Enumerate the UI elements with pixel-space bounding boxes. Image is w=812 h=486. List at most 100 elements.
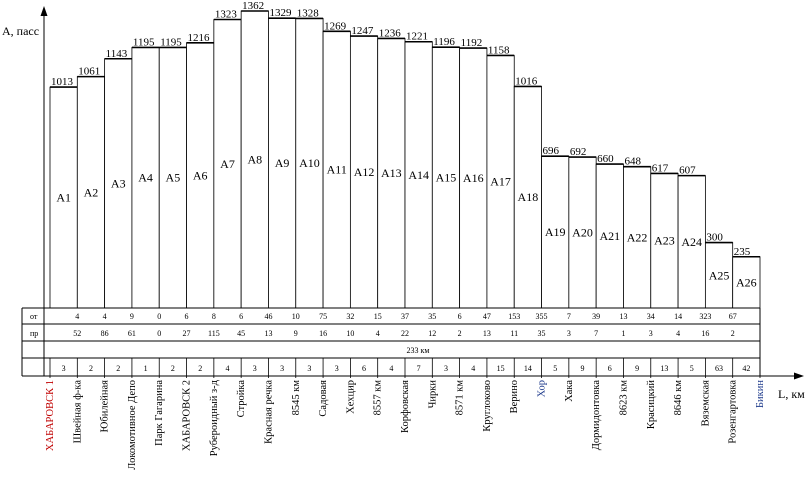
distance-cell: 9	[635, 364, 639, 373]
boarding-cell: 37	[401, 312, 409, 321]
boarding-cell: 67	[729, 312, 737, 321]
boarding-cell: 6	[458, 312, 462, 321]
distance-cell: 3	[253, 364, 257, 373]
bar-category-label: A12	[354, 165, 375, 179]
bar-category-label: A15	[436, 171, 457, 185]
bar-category-label: A6	[193, 168, 208, 182]
bar-category-label: A13	[381, 166, 402, 180]
distance-cell: 9	[581, 364, 585, 373]
distance-cell: 3	[280, 364, 284, 373]
row-label-alighting: пр	[30, 329, 38, 338]
bar-value-label: 1269	[324, 20, 347, 32]
bar-category-label: A20	[572, 226, 593, 240]
alighting-cell: 13	[264, 329, 272, 338]
boarding-cell: 6	[239, 312, 243, 321]
alighting-cell: 27	[183, 329, 191, 338]
station-labels: ХАБАРОВСК 1 Швейная ф-ка Юбилейная Локомоти…	[45, 379, 766, 469]
boarding-cell: 14	[674, 312, 682, 321]
boarding-cell: 153	[508, 312, 520, 321]
bar-value-label: 617	[652, 162, 669, 174]
station-label: Красицкий	[646, 380, 657, 430]
bar-value-label: 235	[734, 246, 751, 258]
bar-value-label: 1236	[379, 27, 402, 39]
boarding-cell: 355	[536, 312, 548, 321]
station-label: Стройка	[236, 380, 247, 418]
x-axis-arrow	[794, 372, 804, 380]
distance-cell: 3	[307, 364, 311, 373]
alighting-cell: 11	[510, 329, 518, 338]
alighting-cell: 35	[538, 329, 546, 338]
bar-A20	[568, 156, 597, 309]
bar-category-label: A16	[463, 171, 484, 185]
bar-category-label: A21	[599, 229, 620, 243]
distance-cell: 63	[715, 364, 723, 373]
bar-category-label: A11	[327, 163, 347, 177]
distance-cell: 4	[389, 364, 393, 373]
bar-value-label: 1016	[515, 75, 538, 87]
distance-cell: 3	[335, 364, 339, 373]
bar-A5	[158, 47, 187, 309]
bar-category-label: A17	[490, 175, 511, 189]
bar-category-label: A7	[220, 157, 235, 171]
bar-category-label: A4	[138, 171, 153, 185]
bar-A7	[213, 19, 242, 309]
total-distance: 233 км	[407, 346, 430, 355]
bar-value-label: 1221	[406, 31, 428, 43]
distance-cell: 2	[89, 364, 93, 373]
alighting-cell: 3	[567, 329, 571, 338]
bar-value-label: 1013	[51, 76, 74, 88]
bar-value-label: 300	[706, 232, 723, 244]
bar-A24	[677, 175, 706, 309]
distance-cell: 3	[444, 364, 448, 373]
boarding-cell: 35	[428, 312, 436, 321]
alighting-cell: 2	[458, 329, 462, 338]
bar-category-label: A10	[299, 156, 320, 170]
alighting-cell: 1	[621, 329, 625, 338]
bar-category-label: A18	[518, 190, 539, 204]
station-label: Верино	[509, 380, 520, 413]
alighting-cell: 9	[294, 329, 298, 338]
station-label: 8545 км	[291, 380, 302, 416]
alighting-cell: 7	[594, 329, 598, 338]
boarding-cell: 10	[292, 312, 300, 321]
station-label: Юбилейная	[100, 380, 111, 433]
bar-value-label: 1362	[242, 0, 264, 12]
bar-value-label: 607	[679, 165, 696, 177]
boarding-cell: 323	[699, 312, 711, 321]
bar-A12	[349, 35, 379, 309]
bar-category-label: A19	[545, 225, 566, 239]
distance-cell: 42	[742, 364, 750, 373]
bar-value-label: 1196	[433, 36, 455, 48]
bar-value-label: 648	[624, 156, 641, 168]
boarding-cell: 46	[264, 312, 272, 321]
bar-category-label: A9	[275, 156, 290, 170]
bar-A10	[295, 18, 324, 309]
bar-A17	[486, 55, 515, 309]
alighting-cell: 10	[346, 329, 354, 338]
bar-A22	[623, 166, 652, 309]
station-label: Розенгартовка	[728, 380, 739, 444]
alighting-cell: 22	[401, 329, 409, 338]
bar-value-label: 660	[597, 153, 614, 165]
alighting-cell: 115	[208, 329, 220, 338]
alighting-cell: 16	[319, 329, 327, 338]
bar-A15	[431, 46, 461, 309]
boarding-cell: 47	[483, 312, 491, 321]
station-label: Круглоково	[482, 380, 493, 432]
station-label: Локомотивное Депо	[127, 380, 138, 470]
bar-category-label: A23	[654, 234, 675, 248]
bar-category-label: A14	[408, 168, 429, 182]
y-axis-label: A, пасс	[2, 24, 39, 38]
boarding-cell: 13	[619, 312, 627, 321]
boarding-cell: 75	[319, 312, 327, 321]
station-label: Парк Гагарина	[154, 380, 165, 446]
boarding-cell: 0	[157, 312, 161, 321]
distance-cell: 15	[497, 364, 505, 373]
bar-A1	[49, 86, 78, 309]
bar-A19	[541, 155, 570, 309]
x-axis-label: L, км	[778, 387, 805, 401]
bar-A23	[650, 173, 679, 309]
station-label: Хор	[537, 380, 548, 397]
y-axis-arrow	[40, 6, 48, 16]
